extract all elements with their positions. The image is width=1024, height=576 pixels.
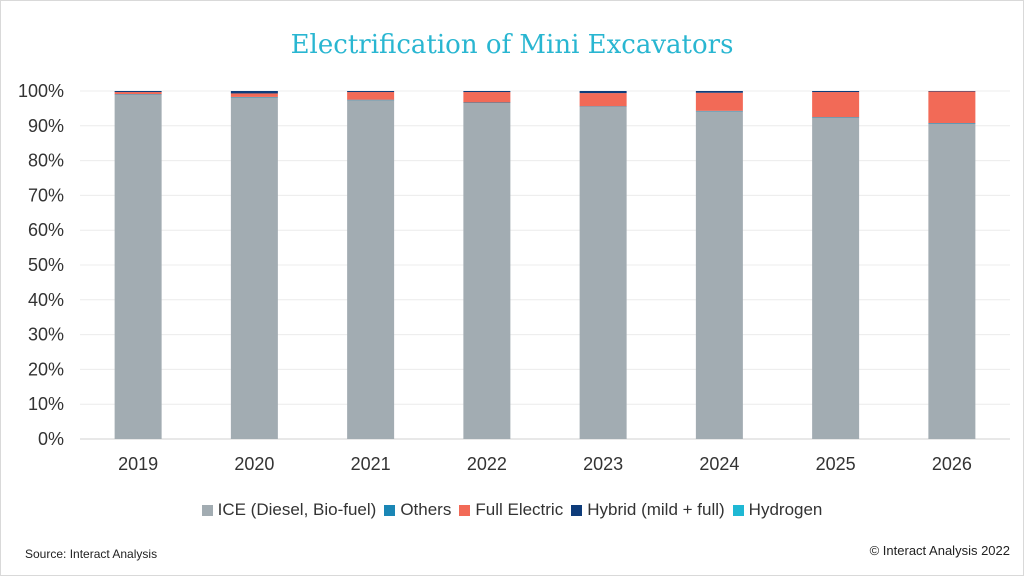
- bar-segment: [928, 123, 976, 439]
- chart-title: Electrification of Mini Excavators: [290, 30, 734, 60]
- bar-segment: [114, 91, 162, 93]
- x-tick-label: 2019: [118, 454, 158, 474]
- legend-label: Others: [400, 500, 452, 519]
- legend-label: Hybrid (mild + full): [587, 500, 725, 519]
- x-tick-label: 2025: [816, 454, 856, 474]
- bar-segment: [347, 100, 395, 439]
- x-tick-label: 2023: [583, 454, 623, 474]
- bar-segment: [928, 123, 976, 124]
- legend-swatch: [571, 504, 583, 516]
- bar-segment: [695, 92, 743, 111]
- bar-segment: [230, 93, 278, 97]
- bar-segment: [579, 106, 627, 107]
- bar-segment: [812, 92, 860, 118]
- y-tick-label: 60%: [28, 220, 64, 240]
- y-tick-label: 20%: [28, 359, 64, 379]
- legend-item: ICE (Diesel, Bio-fuel): [201, 500, 377, 520]
- bar-segment: [114, 94, 162, 95]
- y-tick-label: 50%: [28, 255, 64, 275]
- bar-segment: [579, 91, 627, 94]
- legend-swatch: [459, 504, 471, 516]
- legend-item: Full Electric: [459, 500, 563, 520]
- bar-segment: [579, 106, 627, 439]
- x-tick-label: 2020: [234, 454, 274, 474]
- legend-item: Hydrogen: [732, 500, 823, 520]
- y-tick-label: 80%: [28, 151, 64, 171]
- bar-segment: [463, 102, 511, 103]
- bar-segment: [463, 92, 511, 103]
- y-axis-labels: 0% 10% 20% 30% 40% 50% 60% 70% 80% 90% 100%: [18, 81, 64, 449]
- bar-segment: [114, 94, 162, 439]
- bar-segment: [347, 99, 395, 101]
- bar-segment: [463, 91, 511, 93]
- source-note: Source: Interact Analysis: [25, 547, 158, 561]
- y-tick-label: 0%: [38, 429, 64, 449]
- legend-swatch: [732, 504, 744, 516]
- bar-segment: [579, 93, 627, 107]
- bars: [114, 91, 976, 440]
- bar-segment: [230, 96, 278, 98]
- gridlines: [80, 90, 1010, 440]
- legend-item: Hybrid (mild + full): [571, 500, 725, 520]
- x-tick-label: 2024: [699, 454, 739, 474]
- bar-segment: [812, 91, 860, 93]
- bar-segment: [928, 91, 976, 92]
- bar-segment: [114, 92, 162, 95]
- legend-swatch: [201, 504, 213, 516]
- bar-segment: [230, 97, 278, 439]
- bar-segment: [230, 91, 278, 94]
- legend-label: Full Electric: [475, 500, 564, 519]
- legend: ICE (Diesel, Bio-fuel) Others Full Electri…: [0, 500, 1024, 520]
- bar-segment: [928, 91, 976, 124]
- y-tick-label: 70%: [28, 185, 64, 205]
- bar-segment: [812, 117, 860, 439]
- legend-label: ICE (Diesel, Bio-fuel): [217, 500, 377, 519]
- legend-swatch: [384, 504, 396, 516]
- y-tick-label: 30%: [28, 325, 64, 345]
- bar-segment: [347, 91, 395, 93]
- bar-segment: [463, 102, 511, 439]
- bar-segment: [695, 110, 743, 112]
- bar-segment: [347, 92, 395, 100]
- y-tick-label: 90%: [28, 116, 64, 136]
- bar-segment: [695, 91, 743, 93]
- copyright-note: © Interact Analysis 2022: [869, 543, 1010, 558]
- y-tick-label: 10%: [28, 394, 64, 414]
- x-tick-label: 2021: [351, 454, 391, 474]
- legend-item: Others: [384, 500, 451, 520]
- x-tick-label: 2026: [932, 454, 972, 474]
- y-tick-label: 100%: [18, 81, 64, 101]
- x-tick-label: 2022: [467, 454, 507, 474]
- y-tick-label: 40%: [28, 290, 64, 310]
- bar-segment: [812, 117, 860, 118]
- legend-label: Hydrogen: [748, 500, 823, 519]
- x-axis-labels: 2019 2020 2021 2022 2023 2024 2025 2026: [118, 454, 972, 474]
- bar-segment: [695, 111, 743, 440]
